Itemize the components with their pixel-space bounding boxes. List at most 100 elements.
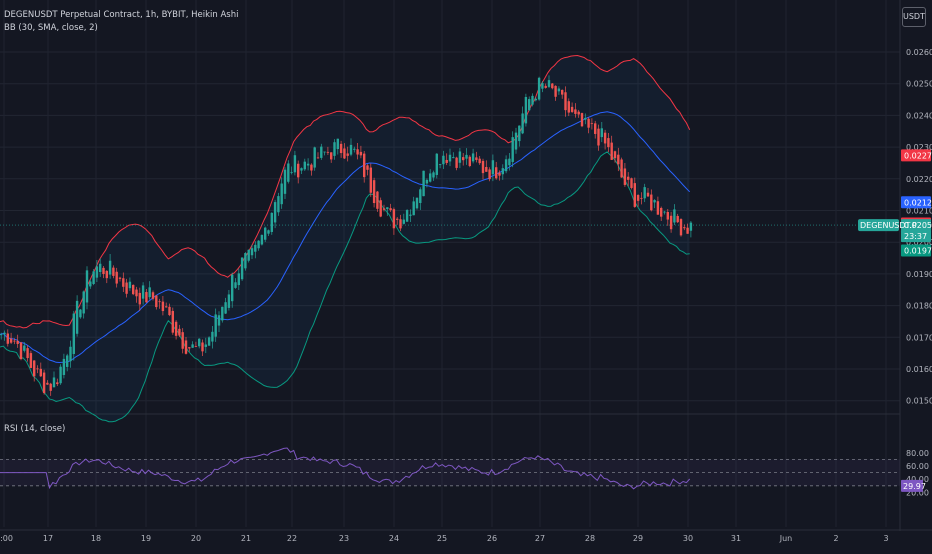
candle-body — [115, 271, 118, 284]
candle-body — [260, 234, 264, 245]
candle-body — [587, 118, 590, 128]
candle-body — [188, 347, 191, 349]
candle-body — [300, 168, 303, 171]
candle-body — [26, 348, 29, 359]
candle-body — [56, 382, 59, 385]
candle-body — [297, 163, 300, 178]
price-tick-label: 0.01500 — [906, 397, 932, 406]
candle-body — [231, 274, 234, 302]
time-tick-label: 3:00 — [0, 534, 13, 543]
candle-body — [264, 227, 267, 240]
candle-body — [122, 278, 125, 287]
bollinger-bands-legend[interactable]: BB (30, SMA, close, 2) — [4, 23, 98, 33]
candle-body — [240, 257, 244, 280]
price-tag-bg — [901, 244, 931, 257]
symbol-tag-label: DEGENUSDT.P — [860, 221, 917, 230]
candle-body — [495, 167, 498, 179]
time-tick-label: 30 — [683, 534, 693, 543]
candle-body — [221, 306, 224, 321]
candle-body — [415, 197, 419, 209]
candle-body — [128, 281, 132, 289]
price-tag-bg — [901, 230, 931, 243]
candle-body — [676, 215, 679, 223]
candle-body — [590, 123, 594, 125]
candle-body — [363, 153, 366, 178]
candle-body — [610, 142, 613, 160]
candle-body — [597, 128, 600, 146]
candle-body — [267, 230, 270, 234]
candle-body — [306, 163, 310, 166]
candle-body — [673, 209, 676, 223]
time-tick-label: Jun — [779, 534, 793, 543]
candle-body — [181, 332, 184, 349]
candle-body — [534, 98, 537, 101]
rsi-tick-label: 40.00 — [906, 475, 929, 484]
candle-body — [663, 211, 666, 213]
candle-body — [293, 155, 297, 173]
candle-body — [650, 194, 653, 211]
time-tick-label: 22 — [287, 534, 297, 543]
price-tag-label: 0.01977 — [904, 246, 932, 255]
candle-body — [6, 333, 9, 344]
candle-body — [679, 219, 683, 236]
time-tick-label: 23 — [339, 534, 349, 543]
candle-body — [280, 183, 283, 205]
candle-body — [155, 295, 158, 308]
rsi-legend[interactable]: RSI (14, close) — [4, 424, 66, 434]
candle-body — [481, 160, 485, 174]
symbol-legend: DEGENUSDT Perpetual Contract, 1h, BYBIT,… — [4, 10, 239, 20]
candle-body — [287, 163, 290, 182]
candle-body — [666, 211, 669, 220]
candle-body — [283, 169, 287, 194]
candle-body — [168, 306, 171, 316]
candle-body — [669, 215, 673, 230]
time-tick-label: 2 — [833, 534, 838, 543]
candle-body — [290, 172, 293, 173]
time-tick-label: 31 — [731, 534, 741, 543]
time-tick-label: 27 — [535, 534, 545, 543]
candle-body — [108, 260, 112, 275]
time-tick-label: 29 — [633, 534, 643, 543]
candle-body — [458, 151, 462, 163]
candle-body — [250, 248, 254, 256]
candle-body — [392, 209, 396, 229]
candle-body — [42, 372, 46, 394]
rsi-tick-label: 80.00 — [906, 449, 929, 458]
currency-selector[interactable]: USDT — [902, 7, 926, 27]
candle-body — [577, 111, 580, 115]
candle-body — [567, 101, 570, 113]
candle-body — [36, 368, 39, 370]
candle-body — [227, 294, 231, 308]
candle-body — [92, 271, 95, 284]
candle-body — [112, 267, 115, 276]
candle-body — [105, 270, 108, 279]
candle-body — [369, 167, 372, 193]
candle-body — [399, 219, 402, 229]
candle-body — [138, 292, 141, 305]
candle-body — [686, 227, 689, 234]
price-tag-label: 0.02126 — [904, 198, 932, 207]
candle-body — [396, 218, 399, 220]
candle-body — [633, 183, 636, 207]
candle-body — [178, 328, 181, 336]
candle-body — [211, 331, 214, 342]
candle-body — [174, 321, 178, 336]
candle-body — [85, 270, 89, 303]
candle-body — [438, 164, 442, 165]
candle-body — [89, 281, 92, 287]
candle-body — [224, 302, 227, 314]
candle-body — [102, 267, 105, 275]
candle-body — [33, 360, 36, 377]
candle-body — [273, 202, 277, 223]
candle-body — [636, 195, 640, 201]
time-tick-label: 17 — [43, 534, 53, 543]
time-tick-label: 28 — [585, 534, 595, 543]
candle-body — [623, 168, 627, 185]
